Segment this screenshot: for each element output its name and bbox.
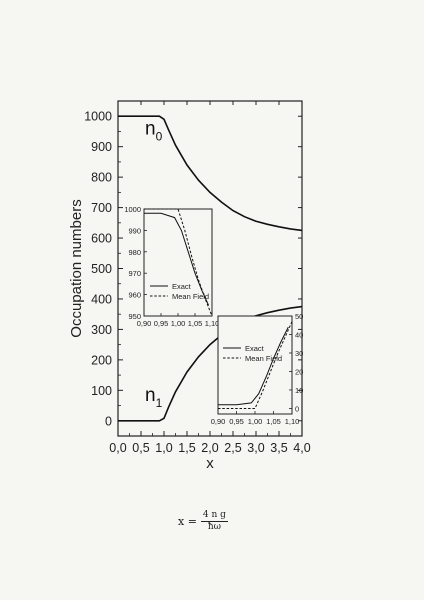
main-x-tick-label: 1,0 <box>155 441 172 455</box>
inset-bottom-x-tick-label: 0,90 <box>211 417 226 426</box>
annotation-subscript: 0 <box>156 129 163 143</box>
inset-top-frame <box>143 208 213 317</box>
inset-top-y-tick-label: 970 <box>128 269 141 278</box>
inset-top-series-exact <box>144 212 210 306</box>
main-y-tick-label: 900 <box>91 140 112 154</box>
main-y-tick-label: 500 <box>91 262 112 276</box>
annotation-symbol: n <box>145 385 156 406</box>
main-x-tick-label: 4,0 <box>293 441 310 455</box>
annotation-n0: n0 <box>145 118 163 143</box>
annotation-subscript: 1 <box>156 396 163 410</box>
inset-top-x-tick-label: 1,00 <box>171 319 186 328</box>
main-y-tick-label: 600 <box>91 232 112 246</box>
inset-top-y-tick-label: 990 <box>128 226 141 235</box>
inset-top-x-tick-label: 1,05 <box>188 319 203 328</box>
inset-bottom-legend-label: Mean Field <box>245 354 282 363</box>
main-series-n0 <box>118 115 303 232</box>
formula-numerator: 4 n g <box>200 510 228 522</box>
annotation-n1: n1 <box>145 385 163 410</box>
main-y-tick-label: 300 <box>91 323 112 337</box>
inset-top-legend-label: Exact <box>172 282 192 291</box>
inset-bottom-y-tick-label: 20 <box>295 367 303 376</box>
inset-bottom-series-exact <box>218 326 289 406</box>
main-y-tick-label: 800 <box>91 171 112 185</box>
inset-bottom-y-tick-label: 0 <box>295 404 299 413</box>
main-y-tick-label: 0 <box>105 414 112 428</box>
main-x-tick-label: 3,5 <box>270 441 287 455</box>
main-y-tick-label: 400 <box>91 292 112 306</box>
inset-bottom-x-tick-label: 1,05 <box>266 417 281 426</box>
main-y-axis-label: Occupation numbers <box>68 199 85 337</box>
main-x-tick-label: 3,0 <box>247 441 264 455</box>
main-series-n1 <box>118 305 303 422</box>
inset-top-x-tick-label: 0,90 <box>137 319 152 328</box>
formula-lhs: x = <box>178 515 197 528</box>
inset-bottom-y-tick-label: 50 <box>295 312 303 321</box>
inset-top-y-tick-label: 1000 <box>124 205 141 214</box>
main-y-tick-label: 100 <box>91 384 112 398</box>
main-y-tick-label: 700 <box>91 201 112 215</box>
main-y-tick-label: 1000 <box>84 110 112 124</box>
inset-bottom-y-tick-label: 10 <box>295 386 303 395</box>
inset-bottom-y-tick-label: 30 <box>295 349 303 358</box>
inset-bottom-x-tick-label: 0,95 <box>229 417 244 426</box>
inset-bottom-frame <box>217 315 293 415</box>
main-x-tick-label: 1,5 <box>178 441 195 455</box>
inset-top-y-tick-label: 950 <box>128 312 141 321</box>
inset-bottom-series-mean-field <box>218 321 293 409</box>
inset-bottom-legend-label: Exact <box>245 344 265 353</box>
formula-fraction: 4 n g ħω <box>200 510 228 533</box>
inset-top-x-tick-label: 1,10 <box>205 319 220 328</box>
formula-denominator: ħω <box>207 522 221 532</box>
inset-bottom-y-tick-label: 40 <box>295 330 303 339</box>
main-x-tick-label: 2,5 <box>224 441 241 455</box>
inset-top-x-tick-label: 0,95 <box>154 319 169 328</box>
main-x-axis-label: x <box>206 455 214 472</box>
inset-bottom-x-tick-label: 1,10 <box>285 417 300 426</box>
inset-top-series-mean-field <box>144 208 213 317</box>
inset-top-y-tick-label: 980 <box>128 248 141 257</box>
formula-definition: x = 4 n g ħω <box>178 510 228 533</box>
annotation-symbol: n <box>145 118 156 139</box>
main-x-tick-label: 0,5 <box>132 441 149 455</box>
main-x-tick-label: 2,0 <box>201 441 218 455</box>
inset-top-y-tick-label: 960 <box>128 291 141 300</box>
inset-top-legend-label: Mean Field <box>172 292 209 301</box>
inset-bottom-x-tick-label: 1,00 <box>248 417 263 426</box>
main-y-tick-label: 200 <box>91 353 112 367</box>
main-x-tick-label: 0,0 <box>109 441 126 455</box>
